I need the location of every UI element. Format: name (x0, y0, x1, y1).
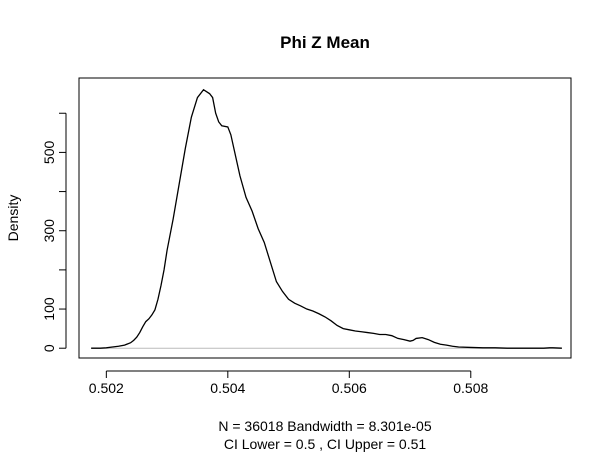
plot-frame (78, 77, 572, 359)
y-tick-label: 100 (41, 297, 57, 321)
x-tick-label: 0.504 (210, 380, 245, 396)
x-axis-label-line-1: N = 36018 Bandwidth = 8.301e-05 (218, 418, 431, 434)
y-axis: 0 100 300 500 (41, 112, 67, 352)
x-axis: 0.502 0.504 0.506 0.508 (89, 370, 489, 396)
x-tick-label: 0.508 (453, 380, 488, 396)
y-tick-label: 500 (41, 141, 57, 165)
density-curve (91, 88, 562, 349)
x-tick-label: 0.506 (332, 380, 367, 396)
chart-title: Phi Z Mean (280, 33, 370, 52)
x-axis-label-line-2: CI Lower = 0.5 , CI Upper = 0.51 (224, 436, 427, 452)
y-tick-label: 300 (41, 219, 57, 243)
y-tick-label: 0 (41, 344, 57, 352)
y-axis-label: Density (5, 195, 21, 242)
x-tick-label: 0.502 (89, 380, 124, 396)
